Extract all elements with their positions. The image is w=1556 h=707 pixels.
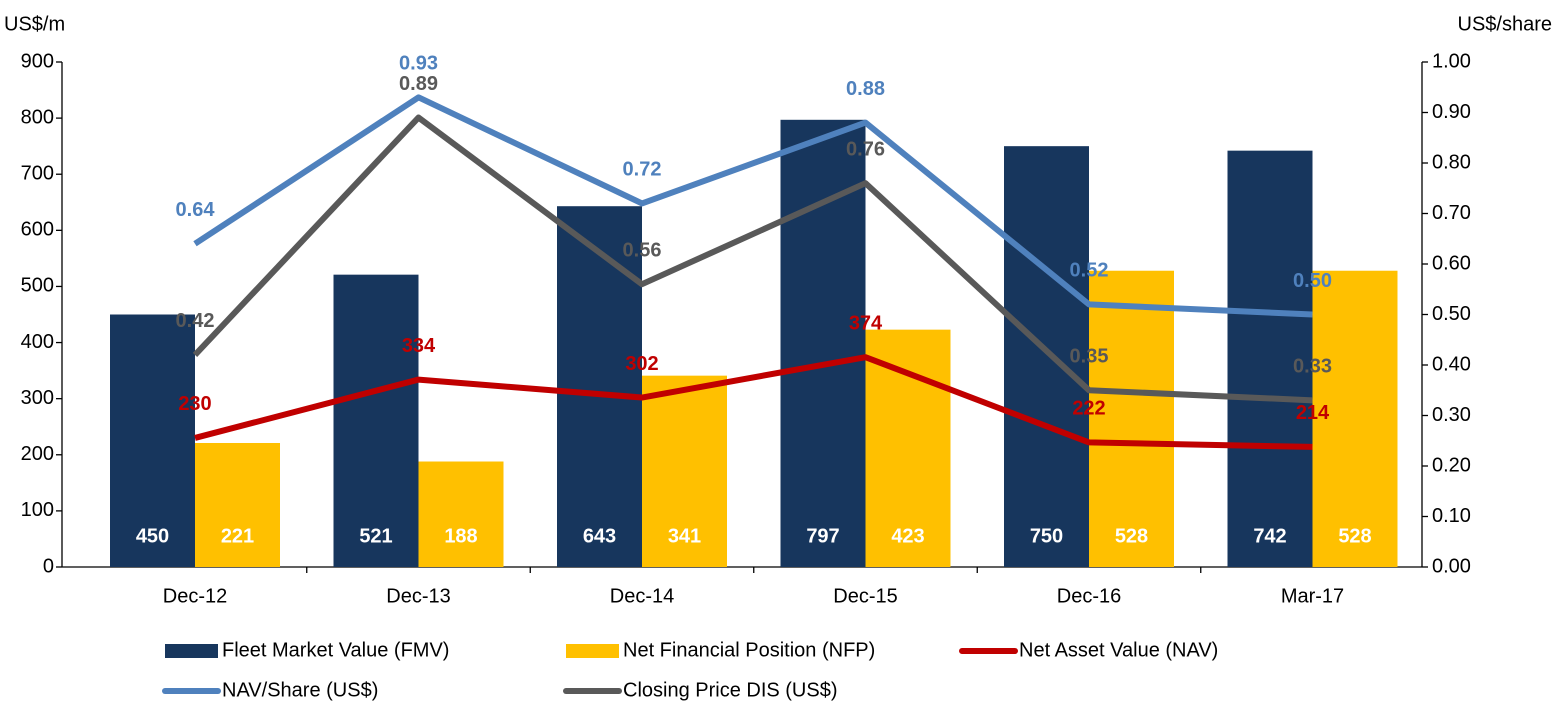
x-tick-label: Dec-13 [386,585,450,607]
bar-label: 521 [359,525,392,547]
y2-tick-label: 0.90 [1432,101,1471,123]
y2-tick-label: 0.00 [1432,555,1471,577]
y-axis-title: US$/m [4,13,65,35]
bar [1312,270,1398,567]
line-label: 0.76 [846,138,885,160]
bar-label: 643 [583,525,616,547]
line-label: 230 [178,393,211,415]
bar [1089,270,1174,567]
y2-tick-label: 0.30 [1432,404,1471,426]
line-label: 302 [625,353,658,375]
legend-swatch [566,644,619,658]
line-label: 0.72 [623,159,662,181]
bar-label: 528 [1338,525,1371,547]
line-label: 222 [1072,398,1105,420]
line [194,354,1313,450]
y-tick-label: 400 [21,331,54,353]
legend-label: Closing Price DIS (US$) [623,679,838,701]
line-label: 0.88 [846,78,885,100]
bar-label: 750 [1030,525,1063,547]
bar [195,442,280,567]
bar-label: 528 [1115,525,1148,547]
x-tick-label: Dec-16 [1057,585,1121,607]
y-tick-label: 500 [21,275,54,297]
line-label: 214 [1296,402,1330,424]
y2-tick-label: 0.60 [1432,252,1471,274]
line [192,114,1313,404]
y2-tick-label: 0.20 [1432,454,1471,476]
line-label: 0.50 [1293,270,1332,292]
y-tick-label: 0 [43,555,54,577]
bar [865,329,951,567]
bar [418,461,504,567]
x-tick-label: Dec-14 [610,585,674,607]
y2-axis-title: US$/share [1458,13,1553,35]
line-label: 0.56 [623,239,662,261]
bar [1004,146,1089,567]
bar-label: 797 [806,525,839,547]
y2-tick-label: 0.50 [1432,303,1471,325]
bar-label: 341 [668,525,701,547]
bar-label: 742 [1253,525,1286,547]
bar [642,375,727,567]
y2-tick-label: 0.10 [1432,505,1471,527]
legend-swatch [165,644,218,658]
y-tick-label: 300 [21,387,54,409]
y-tick-label: 800 [21,106,54,128]
line-label: 0.64 [176,199,216,221]
bar [1227,150,1313,567]
line-label: 0.93 [399,53,438,75]
x-tick-label: Mar-17 [1281,585,1344,607]
line-label: 0.89 [399,73,438,95]
y2-tick-label: 0.40 [1432,353,1471,375]
bar-label: 188 [444,525,477,547]
line-label: 0.33 [1293,356,1332,378]
bar-label: 423 [891,525,924,547]
bar-label: 450 [136,525,169,547]
bar-label: 221 [221,525,254,547]
y-tick-label: 900 [21,50,54,72]
legend-label: Net Asset Value (NAV) [1019,639,1218,661]
legend-label: NAV/Share (US$) [222,679,378,701]
bar [333,274,419,567]
bar [780,119,866,568]
line-label: 374 [849,312,883,334]
legend-label: Fleet Market Value (FMV) [222,639,449,661]
bar [110,314,195,567]
line-label: 0.52 [1070,260,1109,282]
line-label: 0.42 [176,310,215,332]
legend-label: Net Financial Position (NFP) [623,639,875,661]
x-tick-label: Dec-15 [833,585,897,607]
y-tick-label: 700 [21,163,54,185]
y2-tick-label: 0.80 [1432,151,1471,173]
x-tick-label: Dec-12 [163,585,227,607]
y-tick-label: 200 [21,443,54,465]
line-label: 0.35 [1070,346,1109,368]
y2-tick-label: 0.70 [1432,202,1471,224]
line-label: 334 [402,335,436,357]
bar [557,206,642,567]
line [193,94,1313,318]
y-tick-label: 600 [21,219,54,241]
y-tick-label: 100 [21,499,54,521]
y2-tick-label: 1.00 [1432,50,1471,72]
